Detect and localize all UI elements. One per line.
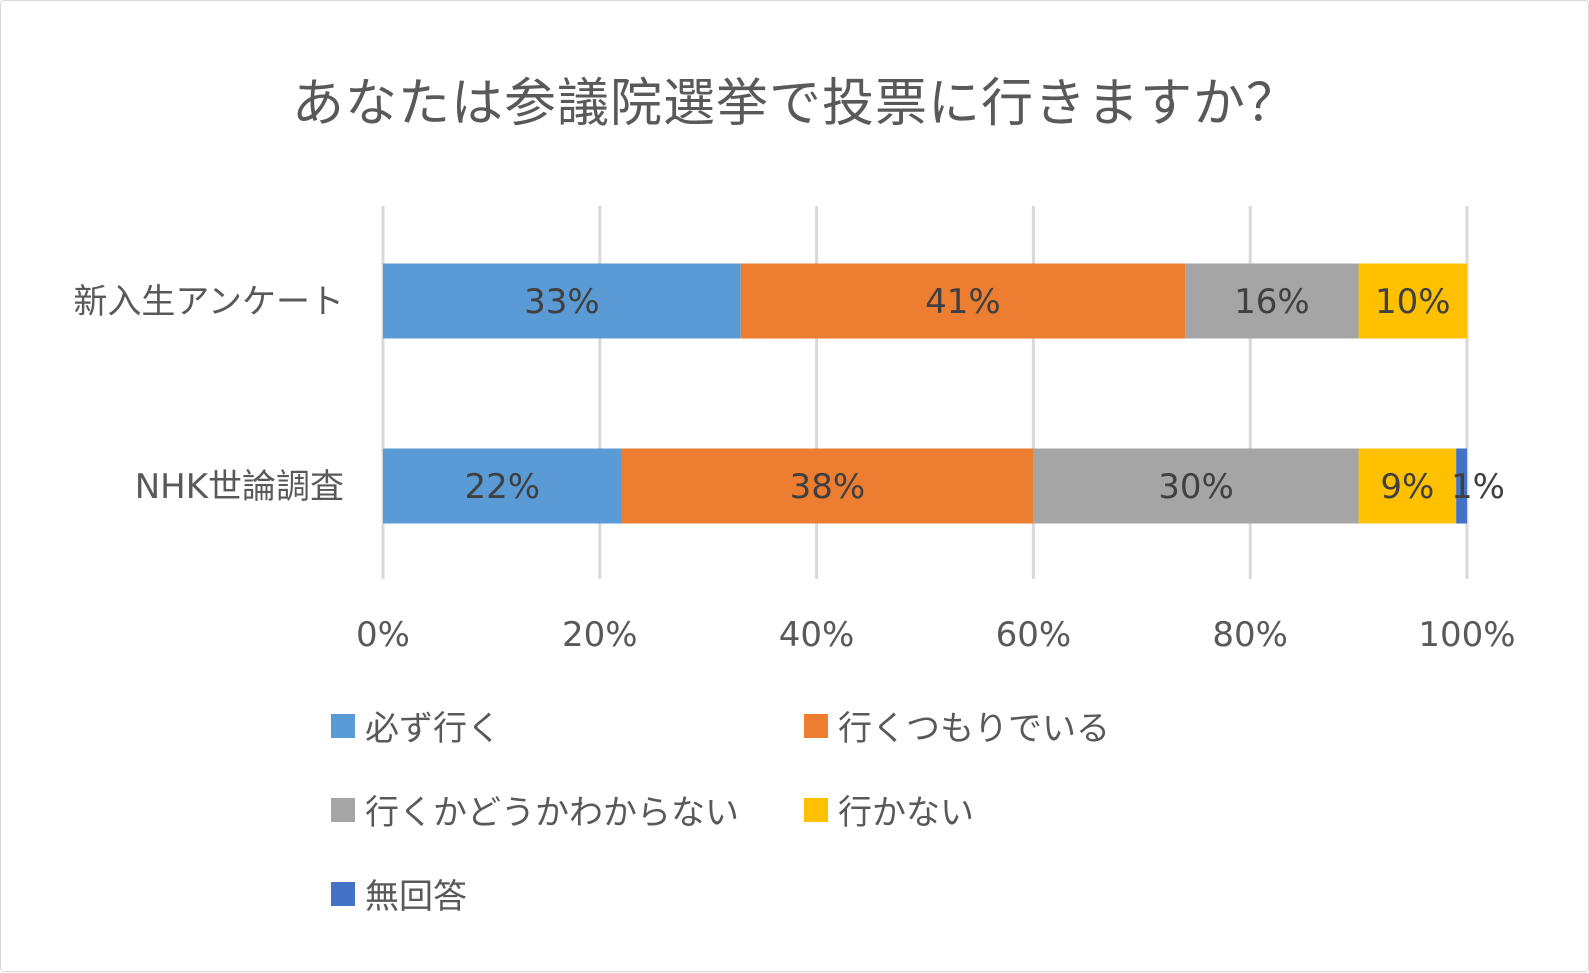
legend-label: 無回答: [365, 877, 467, 917]
legend-swatch: [331, 797, 355, 822]
data-label: 33%: [524, 282, 600, 322]
bar-segment: [1185, 263, 1359, 339]
bar-segment: [383, 263, 741, 339]
data-label: 38%: [790, 467, 866, 507]
category-label: NHK世論調査: [135, 467, 344, 507]
legend-label: 行くかどうかわからない: [365, 793, 739, 833]
data-label: 16%: [1234, 282, 1310, 322]
bar-segment: [1358, 448, 1457, 524]
data-label: 9%: [1380, 467, 1434, 507]
legend-label: 行かない: [838, 793, 974, 833]
category-label: 新入生アンケート: [73, 282, 344, 322]
chart-title: あなたは参議院選挙で投票に行きますか？: [291, 74, 1299, 134]
data-label: 1%: [1451, 467, 1505, 507]
x-tick-label: 20%: [562, 615, 638, 655]
data-label: 10%: [1375, 282, 1451, 322]
data-label: 30%: [1158, 467, 1234, 507]
legend-item-unsure: 行くかどうかわからない: [331, 785, 739, 834]
data-label: 41%: [925, 282, 1001, 322]
legend-label: 行くつもりでいる: [838, 709, 1110, 749]
x-tick-label: 80%: [1212, 615, 1288, 655]
x-tick-label: 40%: [779, 615, 855, 655]
legend-label: 必ず行く: [365, 709, 501, 749]
bar-segment: [1033, 448, 1359, 524]
legend-swatch: [804, 797, 828, 822]
bar-segment: [740, 263, 1186, 339]
x-tick-label: 60%: [996, 615, 1072, 655]
x-tick-label: 0%: [356, 615, 410, 655]
legend-swatch: [331, 713, 355, 738]
data-label: 22%: [464, 467, 540, 507]
legend-item-intend-to-go: 行くつもりでいる: [804, 701, 1110, 750]
bar-segment: [1456, 448, 1467, 524]
legend-swatch: [804, 713, 828, 738]
legend-item-no-answer: 無回答: [331, 869, 467, 918]
legend-item-must-go: 必ず行く: [331, 701, 501, 750]
x-tick-label: 100%: [1418, 615, 1515, 655]
legend: 必ず行く 行くつもりでいる 行くかどうかわからない 行かない 無回答: [331, 701, 1231, 931]
legend-item-not-going: 行かない: [804, 785, 974, 834]
bar-segment: [621, 448, 1034, 524]
legend-swatch: [331, 881, 355, 906]
bar-segment: [1358, 263, 1467, 339]
bar-segment: [383, 448, 622, 524]
